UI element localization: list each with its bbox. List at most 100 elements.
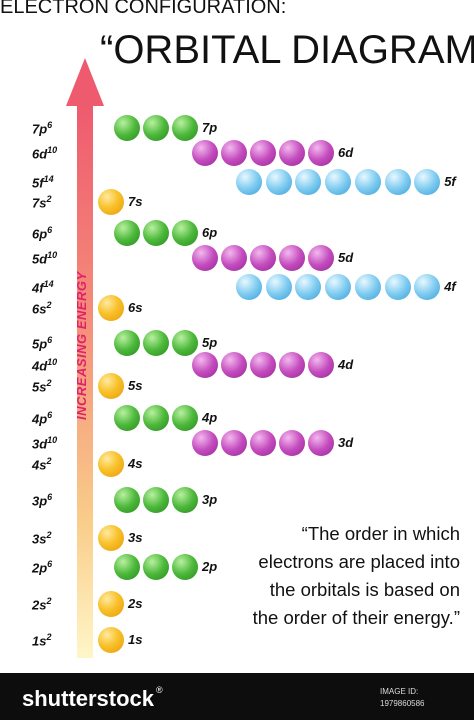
config-orbital: 2p [32, 560, 48, 576]
config-electron-count: 2 [46, 378, 52, 388]
config-label-4d: 4d10 [32, 357, 57, 373]
energy-arrow-shaft [77, 102, 93, 658]
config-orbital: 4s [32, 457, 47, 473]
config-label-7p: 7p6 [32, 120, 52, 136]
config-label-4p: 4p6 [32, 410, 52, 426]
sublevel-label-7s: 7s [128, 194, 143, 209]
footer-bar: shutterstock ® IMAGE ID: 1979860586 [0, 673, 474, 720]
orbital-ball-f [414, 274, 441, 300]
orbital-ball-s [98, 591, 124, 617]
orbital-ball-p [172, 405, 198, 431]
config-label-5f: 5f14 [32, 174, 54, 190]
orbital-ball-f [325, 274, 352, 300]
config-orbital: 1s [32, 633, 47, 649]
config-orbital: 4f [32, 280, 44, 296]
config-orbital: 6s [32, 301, 47, 317]
orbital-ball-s [98, 627, 124, 653]
orbital-ball-f [384, 274, 411, 300]
config-orbital: 3d [32, 436, 48, 452]
orbital-ball-s [98, 189, 124, 215]
config-orbital: 5p [32, 336, 48, 352]
orbital-ball-d [250, 140, 276, 166]
orbital-ball-p [114, 220, 140, 246]
page-title: “ORBITAL DIAGRAM” [100, 28, 474, 72]
orbital-ball-f [354, 274, 381, 300]
orbital-ball-p [143, 405, 169, 431]
orbital-ball-d [250, 352, 276, 378]
orbital-ball-f [295, 169, 322, 195]
config-electron-count: 6 [47, 559, 53, 569]
orbital-ball-p [143, 554, 169, 580]
orbital-ball-d [221, 352, 247, 378]
config-orbital: 3s [32, 531, 47, 547]
config-orbital: 2s [32, 597, 47, 613]
config-orbital: 4p [32, 411, 48, 427]
config-electron-count: 2 [46, 632, 52, 642]
config-label-3p: 3p6 [32, 492, 52, 508]
config-electron-count: 10 [47, 435, 58, 445]
sublevel-label-6d: 6d [338, 145, 354, 160]
config-label-4s: 4s2 [32, 456, 51, 472]
orbital-ball-d [221, 245, 247, 271]
orbital-ball-p [172, 487, 198, 513]
config-label-4f: 4f14 [32, 279, 54, 295]
orbital-ball-f [236, 274, 262, 300]
orbital-ball-f [325, 169, 352, 195]
config-electron-count: 2 [46, 530, 52, 540]
config-orbital: 4d [32, 358, 48, 374]
sublevel-label-6s: 6s [128, 300, 143, 315]
energy-arrow [66, 58, 104, 658]
orbital-ball-d [279, 140, 305, 166]
orbital-ball-d [192, 140, 218, 166]
orbital-ball-p [114, 487, 140, 513]
sublevel-label-5f: 5f [444, 174, 456, 189]
sublevel-label-4d: 4d [338, 357, 354, 372]
orbital-ball-d [308, 245, 334, 271]
orbital-ball-d [250, 245, 276, 271]
config-electron-count: 6 [47, 492, 53, 502]
sublevel-label-4p: 4p [202, 410, 218, 425]
orbital-ball-f [354, 169, 381, 195]
orbital-ball-p [143, 220, 169, 246]
config-label-2s: 2s2 [32, 596, 51, 612]
sublevel-label-1s: 1s [128, 632, 143, 647]
config-label-3d: 3d10 [32, 435, 57, 451]
config-electron-count: 2 [46, 300, 52, 310]
orbital-ball-s [98, 373, 124, 399]
orbital-ball-s [98, 525, 124, 551]
orbital-ball-d [279, 245, 305, 271]
orbital-ball-d [192, 430, 218, 456]
orbital-ball-d [279, 352, 305, 378]
config-electron-count: 6 [47, 225, 53, 235]
config-orbital: 5s [32, 379, 47, 395]
sublevel-label-3p: 3p [202, 492, 218, 507]
config-electron-count: 10 [47, 145, 58, 155]
orbital-ball-f [414, 169, 441, 195]
orbital-ball-d [279, 430, 305, 456]
orbital-ball-p [143, 115, 169, 141]
sublevel-label-5s: 5s [128, 378, 143, 393]
orbital-ball-d [192, 245, 218, 271]
orbital-ball-d [192, 352, 218, 378]
config-orbital: 5d [32, 251, 48, 267]
config-electron-count: 2 [46, 596, 52, 606]
config-electron-count: 10 [47, 250, 58, 260]
config-label-2p: 2p6 [32, 559, 52, 575]
config-orbital: 5f [32, 175, 44, 191]
orbital-ball-p [143, 487, 169, 513]
config-orbital: 6p [32, 226, 48, 242]
image-id-label: IMAGE ID: [380, 687, 419, 696]
orbital-ball-f [265, 274, 292, 300]
config-label-5d: 5d10 [32, 250, 57, 266]
config-label-6d: 6d10 [32, 145, 57, 161]
config-label-5s: 5s2 [32, 378, 51, 394]
config-electron-count: 14 [43, 279, 54, 289]
image-id: 1979860586 [380, 699, 425, 708]
orbital-ball-d [221, 430, 247, 456]
sublevel-label-3s: 3s [128, 530, 143, 545]
config-electron-count: 14 [43, 174, 54, 184]
config-electron-count: 6 [47, 120, 53, 130]
orbital-ball-p [172, 330, 198, 356]
quote-text: “The order in which electrons are placed… [252, 523, 460, 628]
config-electron-count: 6 [47, 335, 53, 345]
